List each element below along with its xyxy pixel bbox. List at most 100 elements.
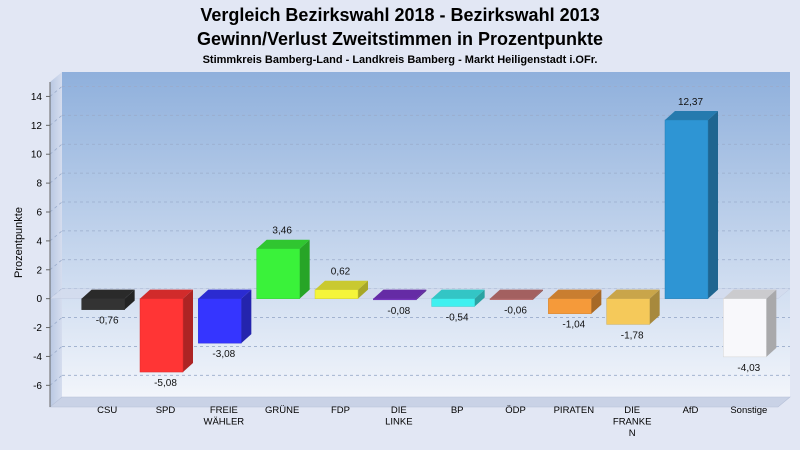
bar-side: [299, 239, 310, 299]
data-label: -3,08: [212, 349, 235, 360]
data-label: 12,37: [678, 97, 703, 108]
y-tick-label: 12: [31, 121, 43, 132]
gridline-side: [49, 375, 63, 386]
bar: [314, 289, 359, 299]
bar-top: [431, 289, 485, 299]
data-label: -0,76: [96, 316, 119, 327]
bar-top: [81, 289, 135, 299]
chart-subtitle: Gewinn/Verlust Zweitstimmen in Prozentpu…: [196, 29, 604, 49]
data-label: 3,46: [272, 226, 292, 237]
bar-top: [140, 289, 193, 299]
bar-side: [474, 289, 485, 307]
bar: [81, 298, 125, 310]
bar-top: [723, 289, 777, 299]
x-tick-label-line: WÄHLER: [204, 417, 245, 428]
x-tick-label-line: DIE: [391, 405, 407, 416]
bar-top: [606, 289, 660, 299]
bar-side: [358, 280, 368, 299]
x-tick-label: AfD: [683, 405, 699, 416]
x-tick-label: GRÜNE: [265, 405, 299, 416]
bar: [431, 298, 475, 307]
x-tick-label-line: LINKE: [385, 417, 412, 428]
plot-floor: [49, 396, 791, 408]
y-axis-label: Prozentpunkte: [13, 207, 25, 278]
bar-side: [533, 289, 543, 300]
x-tick-label: PIRATEN: [554, 405, 595, 416]
y-tick-label: -2: [33, 323, 42, 334]
gridline-side: [49, 115, 63, 126]
x-tick-label: FREIE WÄHLER: [204, 405, 245, 428]
y-tick-label: 8: [36, 179, 42, 190]
y-tick-label: 2: [36, 265, 42, 276]
x-tick-label-line: CSU: [97, 405, 117, 416]
x-tick-label-line: SPD: [156, 405, 176, 416]
bar: [139, 298, 184, 373]
bar: [606, 298, 650, 325]
bar-side: [708, 110, 718, 299]
x-tick-label: DIE LINKE: [385, 405, 412, 428]
bar-side: [766, 289, 777, 357]
y-tick-label: 14: [31, 92, 43, 103]
x-tick-label-line: FREIE: [210, 405, 238, 416]
bar: [548, 298, 592, 314]
data-label: -0,54: [446, 312, 469, 323]
bar: [256, 248, 300, 299]
gridline-side: [49, 201, 63, 213]
data-label: 0,62: [331, 267, 351, 278]
data-label: -0,08: [387, 306, 410, 317]
y-tick-label: 6: [36, 208, 42, 219]
x-tick-label: BP: [451, 405, 464, 416]
data-label: -0,06: [504, 306, 527, 317]
bar: [373, 298, 417, 301]
bar-top: [665, 110, 718, 120]
bar-top: [198, 289, 252, 299]
data-label: -1,04: [562, 320, 585, 331]
x-tick-label: DIE FRANKE N: [613, 405, 652, 439]
gridline-side: [49, 346, 63, 357]
x-tick-label: FDP: [331, 405, 350, 416]
gridline-side: [49, 172, 63, 184]
chart-subsubtitle: Stimmkreis Bamberg-Land - Landkreis Bamb…: [202, 54, 598, 66]
y-tick-label: -4: [33, 352, 42, 363]
plot-left-wall: [50, 72, 62, 407]
x-tick-label: CSU: [97, 405, 117, 416]
bar-side: [591, 289, 602, 314]
x-tick-label-line: Sonstige: [730, 405, 767, 416]
bar: [723, 298, 767, 358]
bar: [489, 298, 534, 300]
x-tick-label-line: FDP: [331, 405, 350, 416]
x-tick-label-line: BP: [451, 405, 464, 416]
y-tick-label: 4: [36, 236, 42, 247]
x-tick-label-line: N: [629, 428, 636, 439]
y-tick-label: -6: [33, 381, 42, 392]
bar-side: [241, 289, 252, 344]
x-tick-label-line: GRÜNE: [265, 405, 299, 416]
gridline-side: [49, 230, 63, 242]
bar-top: [373, 289, 427, 299]
bar-side: [183, 289, 193, 373]
x-tick-label: ÖDP: [505, 405, 526, 416]
bar: [664, 119, 709, 299]
bar-top: [256, 239, 310, 249]
gridline-side: [49, 317, 63, 328]
bar-top: [548, 289, 602, 299]
data-label: -5,08: [154, 378, 177, 389]
x-tick-label-line: AfD: [683, 405, 699, 416]
gridline-side: [49, 143, 63, 155]
gridline-side: [49, 259, 63, 271]
bar-side: [416, 289, 427, 300]
data-label: -4,03: [737, 363, 760, 374]
chart-title: Vergleich Bezirkswahl 2018 - Bezirkswahl…: [200, 5, 600, 25]
x-tick-label-line: FRANKE: [613, 417, 652, 428]
x-tick-label: SPD: [156, 405, 176, 416]
x-tick-label: Sonstige: [730, 405, 767, 416]
bar: [198, 298, 242, 344]
bar-top: [490, 289, 543, 299]
bar-top: [315, 280, 368, 290]
y-tick-label: 10: [31, 150, 43, 161]
bar-side: [124, 289, 135, 310]
bar-side: [649, 289, 660, 325]
data-label: -1,78: [621, 330, 644, 341]
